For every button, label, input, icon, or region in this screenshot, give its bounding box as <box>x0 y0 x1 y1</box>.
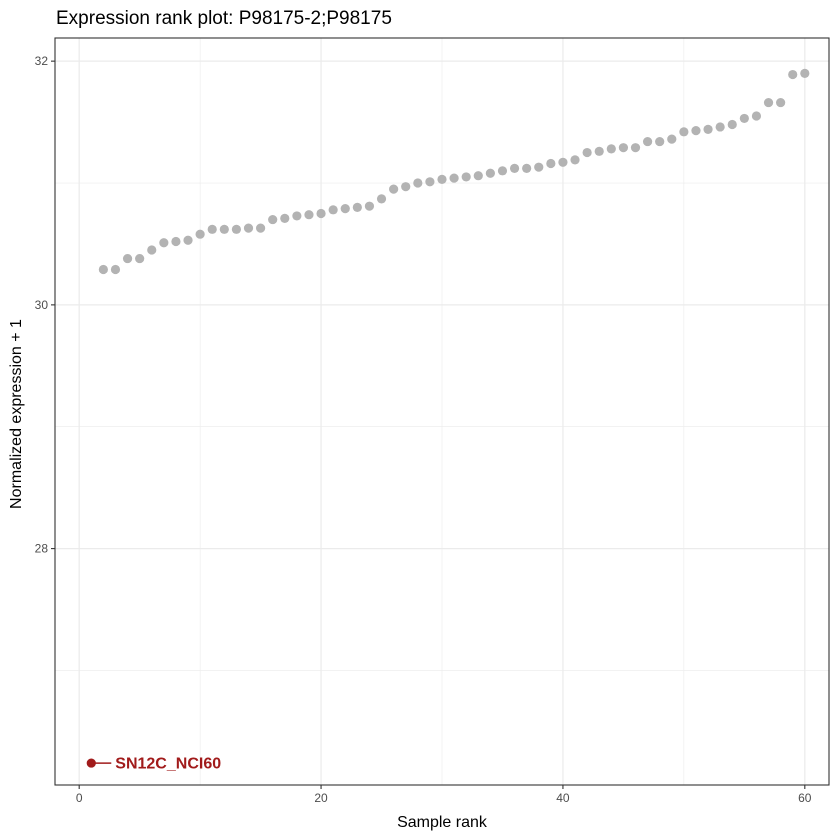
data-points <box>98 68 810 275</box>
data-point <box>558 157 568 167</box>
chart-title: Expression rank plot: P98175-2;P98175 <box>56 8 392 29</box>
data-point <box>655 136 665 147</box>
highlight-point <box>86 758 96 768</box>
data-point <box>751 111 762 121</box>
data-point <box>715 122 725 132</box>
data-point <box>485 168 495 178</box>
data-point <box>183 235 193 245</box>
y-tick-label: 32 <box>35 54 49 68</box>
y-tick-label: 28 <box>35 542 49 556</box>
data-point <box>110 264 121 275</box>
data-point <box>437 174 447 184</box>
highlight-annotation: SN12C_NCI60 <box>86 755 221 772</box>
data-point <box>630 143 641 153</box>
x-tick-label: 20 <box>314 791 328 805</box>
data-point <box>340 204 350 214</box>
x-axis-title: Sample rank <box>397 814 488 831</box>
y-tick-label: 30 <box>35 298 49 312</box>
axes: 0 20 40 60 28 30 32 <box>35 54 812 805</box>
data-point <box>147 245 157 255</box>
data-point <box>618 143 629 153</box>
data-point <box>292 211 302 221</box>
data-point <box>401 182 411 192</box>
panel-border <box>54 37 830 786</box>
data-point <box>763 97 774 108</box>
data-point <box>122 253 133 264</box>
data-point <box>606 144 616 154</box>
data-point <box>328 205 338 215</box>
data-point <box>642 136 653 147</box>
data-point <box>376 194 387 204</box>
data-point <box>679 127 689 137</box>
data-point <box>594 146 604 156</box>
data-point <box>316 208 326 219</box>
data-point <box>135 253 145 264</box>
data-point <box>304 210 314 220</box>
data-point <box>195 229 205 239</box>
data-point <box>98 264 108 275</box>
x-tick-label: 0 <box>76 791 83 805</box>
data-point <box>800 68 810 78</box>
data-point <box>413 178 423 188</box>
data-point <box>171 236 181 247</box>
data-point <box>425 177 435 187</box>
data-point <box>473 171 483 181</box>
data-point <box>739 113 749 124</box>
data-point <box>255 223 266 233</box>
data-point <box>582 147 592 158</box>
data-point <box>243 223 254 233</box>
data-point <box>280 213 290 223</box>
data-point <box>449 173 459 183</box>
data-point <box>534 162 544 172</box>
x-tick-label: 60 <box>798 791 812 805</box>
data-point <box>219 224 229 234</box>
data-point <box>776 97 786 108</box>
data-point <box>207 224 217 234</box>
data-point <box>522 163 532 173</box>
data-point <box>727 119 737 130</box>
x-tick-label: 40 <box>556 791 570 805</box>
data-point <box>389 184 399 194</box>
data-point <box>364 201 375 211</box>
data-point <box>570 155 580 165</box>
data-point <box>461 172 471 182</box>
data-point <box>788 69 798 80</box>
data-point <box>268 214 278 225</box>
data-point <box>159 238 169 248</box>
data-point <box>667 134 677 144</box>
data-point <box>509 163 520 173</box>
data-point <box>231 224 242 234</box>
data-point <box>546 158 556 169</box>
y-axis-title: Normalized expression + 1 <box>8 319 25 509</box>
data-point <box>703 124 713 134</box>
data-point <box>352 202 362 212</box>
highlight-label: SN12C_NCI60 <box>115 755 221 772</box>
data-point <box>691 126 701 136</box>
data-point <box>497 166 508 176</box>
